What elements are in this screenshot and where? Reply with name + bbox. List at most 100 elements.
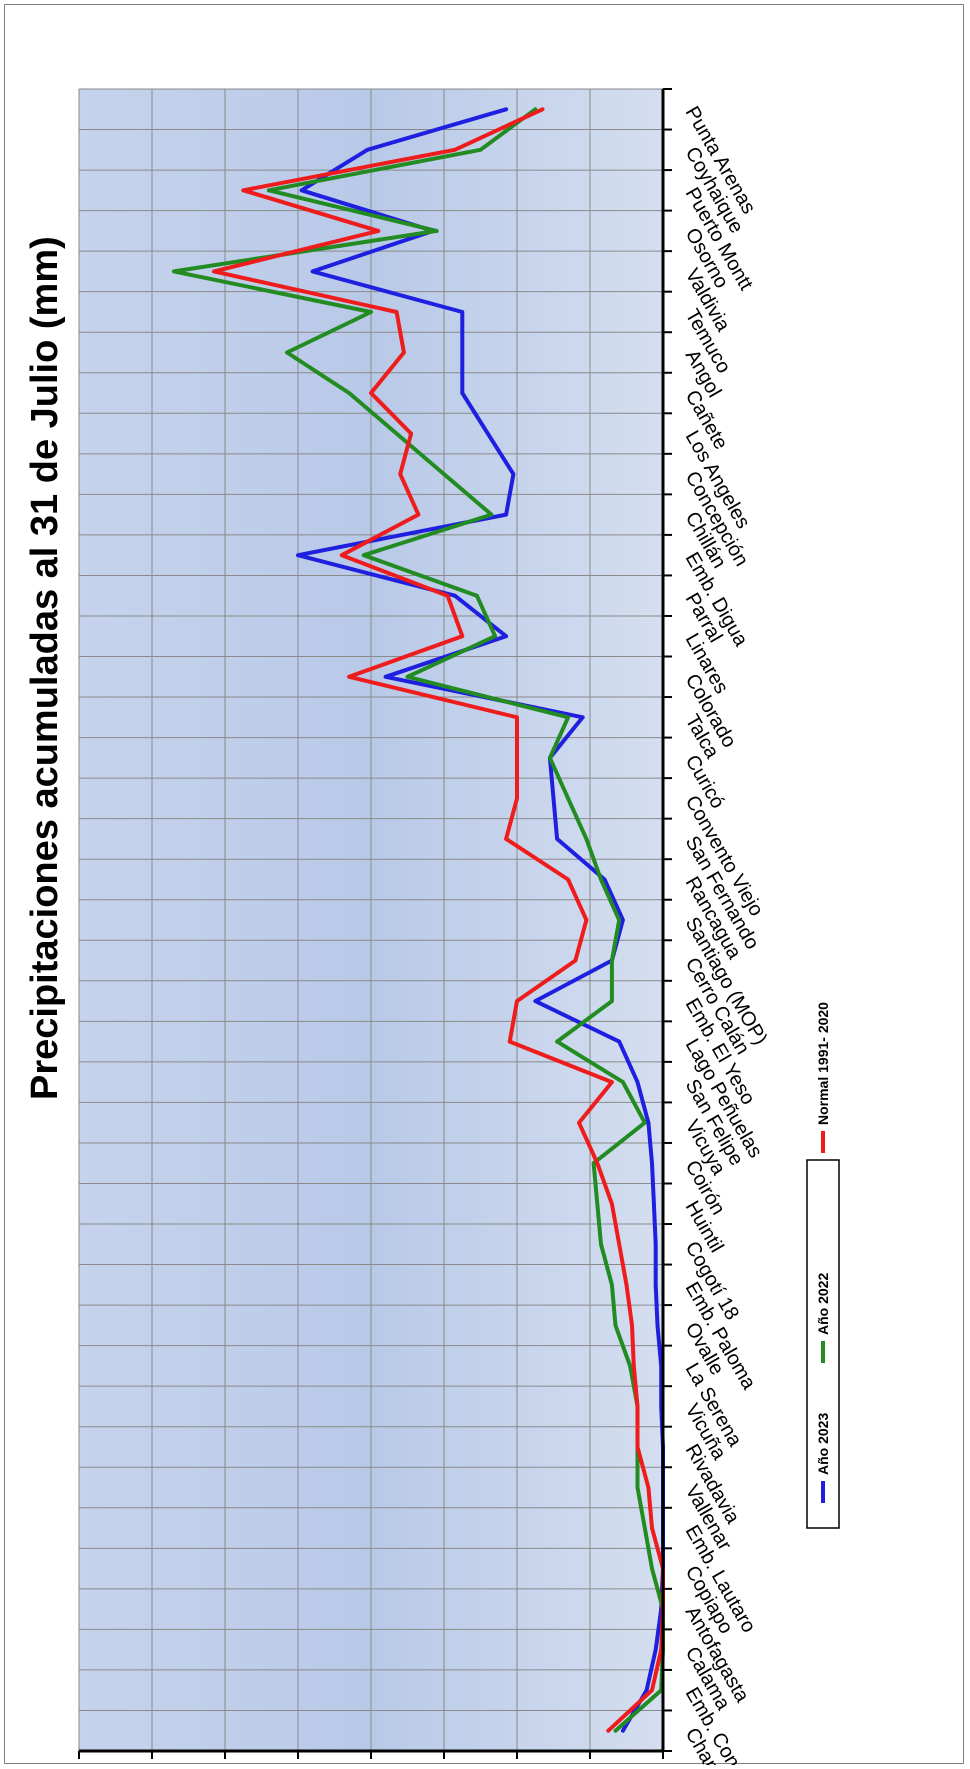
data-point: [398, 472, 403, 476]
data-point: [599, 1242, 603, 1247]
data-point: [241, 188, 246, 193]
data-point: [650, 1688, 654, 1692]
data-point: [361, 553, 366, 557]
data-point: [369, 391, 373, 395]
data-point: [555, 1039, 559, 1044]
data-point: [365, 148, 370, 152]
data-point: [394, 310, 399, 314]
data-point: [610, 958, 614, 963]
data-point: [416, 512, 421, 517]
data-point: [650, 1526, 654, 1530]
data-point: [642, 1526, 647, 1530]
data-point: [347, 391, 351, 395]
data-point: [504, 107, 508, 112]
data-point: [310, 269, 315, 274]
chart-title: Precipitaciones acumuladas al 31 de Juli…: [24, 236, 66, 1100]
data-point: [504, 512, 508, 517]
data-point: [340, 553, 344, 557]
data-point: [515, 715, 519, 720]
data-point: [653, 1283, 658, 1287]
data-point: [635, 1485, 640, 1490]
data-point: [453, 593, 457, 598]
data-point: [650, 1161, 654, 1166]
data-point: [595, 1161, 600, 1166]
data-point: [402, 350, 406, 355]
data-point: [653, 1647, 658, 1652]
data-point: [489, 512, 494, 517]
data-point: [635, 1445, 640, 1449]
data-point: [515, 796, 519, 801]
data-point: [285, 350, 289, 355]
precipitation-chart: 02004006008001000120014001600ChapiquiñaE…: [24, 88, 840, 1765]
data-point: [624, 1283, 629, 1287]
data-point: [644, 1688, 649, 1692]
data-point: [610, 999, 614, 1003]
data-point: [405, 674, 410, 679]
data-point: [632, 1364, 636, 1368]
data-point: [460, 634, 465, 639]
data-point: [533, 999, 538, 1003]
data-point: [460, 310, 465, 314]
data-point: [376, 229, 381, 233]
data-point: [442, 472, 446, 476]
data-point: [610, 1080, 614, 1084]
data-point: [621, 1728, 625, 1733]
legend-label: Normal 1991- 2020: [815, 1002, 831, 1125]
legend-label: Año 2022: [815, 1273, 831, 1335]
data-point: [577, 1120, 581, 1125]
data-point: [515, 999, 519, 1003]
data-point: [548, 756, 552, 760]
data-point: [172, 269, 176, 274]
data-point: [493, 634, 497, 639]
data-point: [445, 593, 450, 598]
data-point: [652, 1201, 656, 1206]
data-point: [621, 1080, 625, 1084]
data-point: [453, 148, 457, 152]
data-point: [584, 918, 589, 922]
data-point: [613, 1323, 618, 1328]
data-point: [511, 472, 516, 476]
data-point: [610, 1201, 614, 1206]
data-point: [617, 1039, 621, 1044]
data-point: [610, 1283, 614, 1287]
data-point: [504, 634, 508, 639]
data-point: [299, 188, 304, 193]
data-point: [566, 715, 570, 720]
data-point: [646, 1120, 651, 1125]
data-point: [602, 877, 607, 882]
data-point: [504, 837, 508, 841]
data-point: [394, 431, 399, 436]
data-point: [573, 958, 578, 963]
chart-frame: 02004006008001000120014001600ChapiquiñaE…: [4, 4, 964, 1765]
data-point: [595, 1201, 600, 1206]
data-point: [296, 553, 300, 557]
data-point: [555, 837, 559, 841]
data-point: [475, 593, 479, 598]
data-point: [434, 229, 439, 233]
data-point: [580, 715, 585, 720]
data-point: [584, 837, 589, 841]
data-point: [566, 796, 570, 801]
data-point: [617, 918, 621, 922]
data-point: [369, 310, 373, 314]
data-point: [347, 674, 351, 679]
data-point: [646, 1485, 651, 1490]
data-point: [653, 1242, 658, 1247]
data-point: [621, 918, 625, 922]
data-point: [617, 1242, 621, 1247]
data-point: [628, 1364, 632, 1368]
data-point: [540, 107, 545, 112]
data-point: [655, 1323, 660, 1328]
data-point: [460, 350, 465, 355]
data-point: [515, 756, 519, 760]
data-point: [635, 1080, 640, 1084]
data-point: [409, 431, 413, 436]
data-point: [591, 1161, 596, 1166]
data-point: [635, 1404, 640, 1409]
data-point: [212, 269, 216, 274]
data-point: [507, 1039, 512, 1044]
data-point: [460, 391, 465, 395]
data-point: [599, 877, 603, 882]
legend-label: Año 2023: [815, 1413, 831, 1475]
data-point: [650, 1566, 654, 1571]
